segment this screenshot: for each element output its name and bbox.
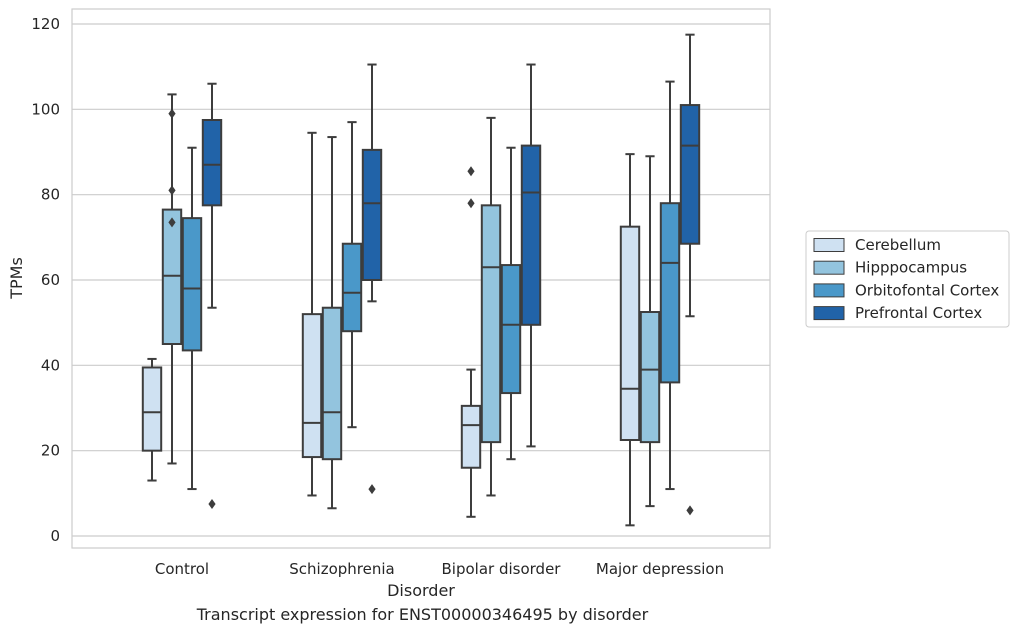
- box-body: [341, 242, 363, 333]
- box-cerebellum: [141, 357, 163, 482]
- x-tick-label: Schizophrenia: [289, 560, 394, 578]
- x-axis-title: Disorder: [387, 581, 455, 600]
- x-tick-label: Bipolar disorder: [442, 560, 562, 578]
- legend-label: Orbitofontal Cortex: [855, 281, 999, 299]
- legend-swatch: [813, 306, 845, 321]
- box-body: [659, 202, 681, 384]
- y-tick-labels: 0 20 40 60 80 100 120: [31, 15, 60, 545]
- box-body: [639, 310, 661, 444]
- box-orbitofontal-cortex: [181, 146, 203, 491]
- boxes: [141, 33, 701, 527]
- x-tick-labels: Control Schizophrenia Bipolar disorder Majo…: [155, 560, 724, 578]
- outlier-point: [168, 108, 176, 119]
- box-body: [679, 104, 701, 245]
- y-tick-label: 20: [41, 442, 60, 460]
- box-orbitofontal-cortex: [659, 80, 681, 491]
- box-body: [201, 118, 223, 207]
- box-prefrontal-cortex: [201, 82, 223, 509]
- legend-label: Prefrontal Cortex: [855, 304, 982, 322]
- box-body: [301, 313, 323, 459]
- y-tick-label: 40: [41, 356, 60, 374]
- box-cerebellum: [301, 131, 323, 497]
- legend-swatch: [813, 283, 845, 298]
- box-prefrontal-cortex: [520, 63, 542, 448]
- box-body: [619, 225, 641, 441]
- outlier-point: [168, 185, 176, 196]
- y-tick-label: 100: [31, 100, 60, 118]
- y-tick-label: 60: [41, 271, 60, 289]
- x-tick-label: Control: [155, 560, 209, 578]
- box-body: [181, 217, 203, 352]
- box-hipppocampus: [321, 136, 343, 510]
- box-body: [321, 306, 343, 461]
- box-orbitofontal-cortex: [341, 121, 363, 429]
- outlier-point: [168, 217, 176, 228]
- y-tick-label: 0: [50, 527, 60, 545]
- outlier-point: [208, 498, 216, 509]
- box-hipppocampus: [639, 155, 661, 508]
- box-body: [141, 366, 163, 452]
- legend-swatch: [813, 260, 845, 275]
- box-body: [460, 404, 482, 469]
- box-body: [161, 208, 183, 345]
- box-body: [480, 204, 502, 444]
- outlier-point: [368, 484, 376, 495]
- box-body: [520, 144, 542, 326]
- outlier-point: [467, 166, 475, 177]
- plot-frame: [71, 8, 771, 549]
- legend-frame: [805, 230, 1010, 328]
- box-hipppocampus: [161, 93, 183, 465]
- box-hipppocampus: [480, 116, 502, 497]
- box-prefrontal-cortex: [679, 33, 701, 516]
- legend-label: Hipppocampus: [855, 259, 967, 277]
- y-tick-label: 80: [41, 186, 60, 204]
- box-cerebellum: [619, 153, 641, 527]
- outlier-point: [467, 198, 475, 209]
- x-tick-label: Major depression: [596, 560, 724, 578]
- y-axis-title: TPMs: [7, 257, 26, 300]
- box-prefrontal-cortex: [361, 63, 383, 495]
- box-cerebellum: [460, 166, 482, 518]
- legend: Cerebellum Hipppocampus Orbitofontal Corte…: [805, 230, 1010, 328]
- box-orbitofontal-cortex: [500, 146, 522, 461]
- chart-caption: Transcript expression for ENST0000034649…: [196, 605, 649, 624]
- outlier-point: [686, 505, 694, 516]
- y-tick-label: 120: [31, 15, 60, 33]
- legend-swatch: [813, 238, 845, 252]
- legend-label: Cerebellum: [855, 236, 941, 254]
- box-body: [361, 148, 383, 281]
- box-body: [500, 264, 522, 395]
